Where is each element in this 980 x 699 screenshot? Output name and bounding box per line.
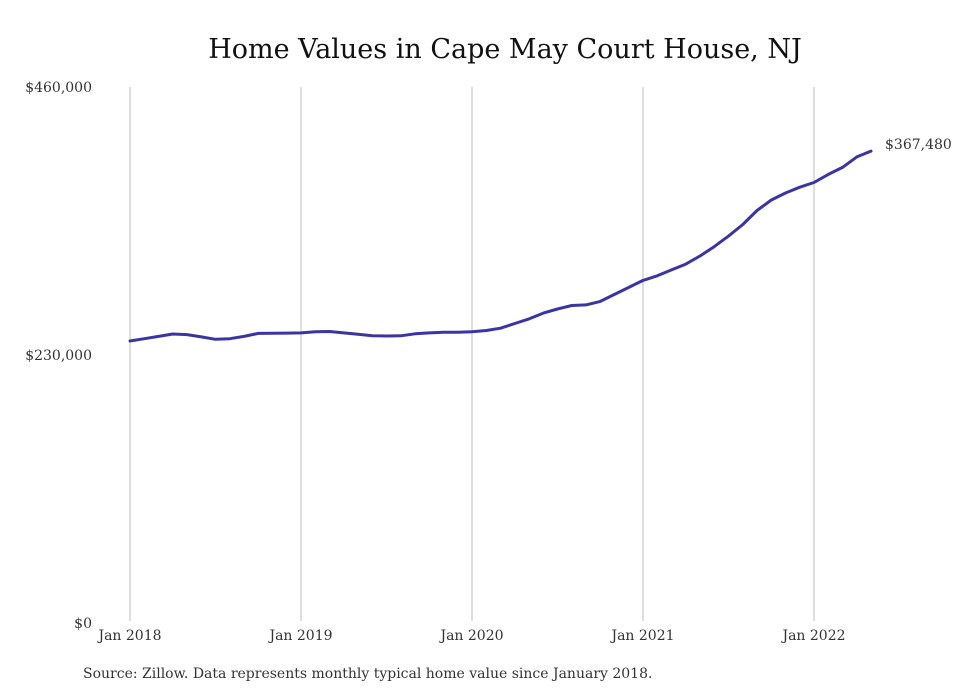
y-axis-ticks: $0 $230,000 $460,000 <box>25 80 92 632</box>
series-line-home-value <box>128 149 873 343</box>
x-axis-ticks: Jan 2018 Jan 2019 Jan 2020 Jan 2021 Jan 2022 <box>96 628 845 644</box>
x-tick-label: Jan 2021 <box>609 628 674 644</box>
x-tick-label: Jan 2019 <box>267 628 332 644</box>
y-tick-label: $0 <box>74 616 92 632</box>
chart-title: Home Values in Cape May Court House, NJ <box>208 34 802 65</box>
x-tick-label: Jan 2022 <box>780 628 845 644</box>
end-value-label: $367,480 <box>885 137 952 153</box>
data-points <box>130 151 871 341</box>
y-tick-label: $460,000 <box>25 80 92 96</box>
x-tick-label: Jan 2020 <box>438 628 503 644</box>
source-note: Source: Zillow. Data represents monthly … <box>83 666 653 682</box>
x-tick-label: Jan 2018 <box>96 628 161 644</box>
y-tick-label: $230,000 <box>25 348 92 364</box>
gridlines <box>129 87 815 621</box>
